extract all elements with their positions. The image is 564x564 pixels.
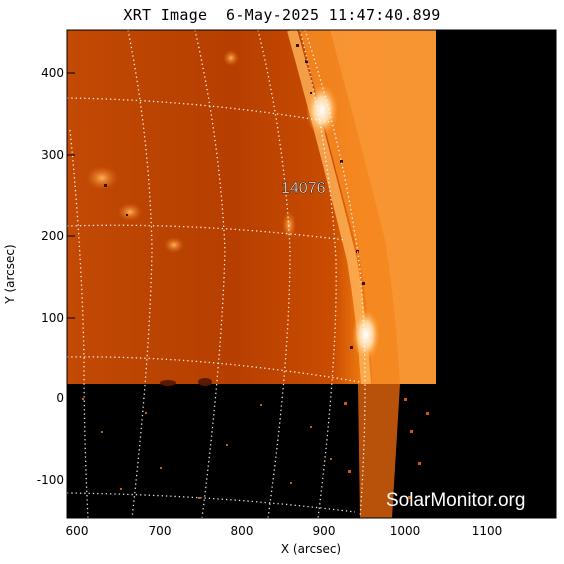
y-tick-label: 100 xyxy=(41,311,64,325)
bright-flare-south xyxy=(352,309,380,361)
x-tick-label: 900 xyxy=(313,524,336,538)
y-tick-label: 300 xyxy=(41,148,64,162)
xrt-image xyxy=(67,30,436,518)
x-tick-label: 800 xyxy=(231,524,254,538)
watermark: SolarMonitor.org xyxy=(386,490,525,511)
y-axis: 400 300 200 100 0 -100 Y (arcsec) xyxy=(3,66,75,487)
x-axis-label: X (arcsec) xyxy=(281,542,341,556)
bright-flare-north xyxy=(306,84,338,136)
x-tick-label: 1100 xyxy=(472,524,503,538)
y-tick-label: -100 xyxy=(37,473,64,487)
y-tick-label: 400 xyxy=(41,66,64,80)
active-region-label: 14076 xyxy=(281,180,326,197)
y-axis-label: Y (arcsec) xyxy=(3,244,17,304)
y-tick-label: 200 xyxy=(41,229,64,243)
x-axis: 600 700 800 900 1000 1100 X (arcsec) xyxy=(66,510,503,556)
x-tick-label: 700 xyxy=(149,524,172,538)
y-tick-label: 0 xyxy=(56,391,64,405)
image-title: XRT Image 6-May-2025 11:47:40.899 xyxy=(123,6,441,24)
x-tick-label: 1000 xyxy=(390,524,421,538)
x-tick-label: 600 xyxy=(66,524,89,538)
